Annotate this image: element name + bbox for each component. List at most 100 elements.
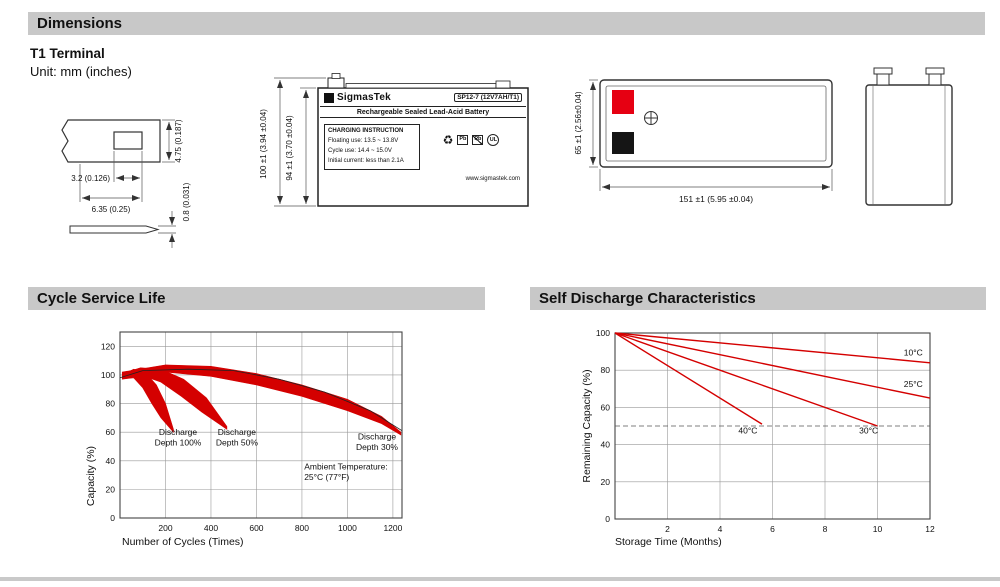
battery-top-view-drawing: 65 ±1 (2.56±0.04) 151 ±1 (5.95 ±0.04) bbox=[574, 79, 833, 204]
ul-certification-icon: UL bbox=[487, 134, 500, 146]
x-tick-label: 1200 bbox=[383, 523, 402, 533]
dim-terminal-thickness: 0.8 (0.031) bbox=[182, 182, 191, 221]
top-view-outline bbox=[599, 79, 833, 168]
cycle-service-life-chart: 0 20 40 60 80 100 120 200 400 600 800 1000 1200 Disch… bbox=[30, 316, 510, 578]
y-tick-label: 40 bbox=[106, 456, 116, 466]
y-tick-label: 20 bbox=[601, 477, 611, 487]
terminal-dimension-lines bbox=[79, 119, 176, 248]
envelope-line bbox=[119, 368, 403, 432]
y-tick-label: 40 bbox=[601, 440, 611, 450]
y-axis-label: Remaining Capacity (%) bbox=[581, 369, 593, 482]
y-axis-label: Capacity (%) bbox=[85, 446, 97, 506]
charging-line-floating: Floating use: 13.5 ~ 13.8V bbox=[328, 137, 399, 144]
model-number: SP12-7 (12V7AH/T1) bbox=[454, 93, 522, 102]
charging-instruction-title: CHARGING INSTRUCTION bbox=[328, 128, 404, 134]
x-tick-label: 800 bbox=[295, 523, 309, 533]
series-label: 10°C bbox=[904, 347, 923, 357]
icons-row: ♻ Pb Pb UL bbox=[420, 134, 522, 146]
battery-label: SigmasTek SP12-7 (12V7AH/T1) Rechargeabl… bbox=[320, 89, 526, 203]
plot-box bbox=[119, 331, 403, 519]
terminal-outline bbox=[61, 119, 161, 234]
series-label: 40°C bbox=[738, 425, 757, 435]
charging-line-initial: Initial current: less than 2.1A bbox=[328, 157, 404, 164]
positive-mark-icon bbox=[644, 111, 658, 125]
x-tick-label: 400 bbox=[204, 523, 218, 533]
chart-annotation: Discharge Depth 100% bbox=[155, 427, 202, 448]
battery-front-view-drawing: 100 ±1 (3.94 ±0.04) 94 ±1 (3.70 ±0.04) bbox=[259, 73, 529, 207]
dim-top-width: 65 ±1 (2.56±0.04) bbox=[574, 91, 583, 154]
recycle-icon: ♻ bbox=[442, 133, 454, 147]
label-body: CHARGING INSTRUCTION Floating use: 13.5 … bbox=[320, 118, 526, 190]
x-axis-label: Number of Cycles (Times) bbox=[122, 536, 244, 548]
x-tick-label: 200 bbox=[158, 523, 172, 533]
top-dimension-labels: 65 ±1 (2.56±0.04) 151 ±1 (5.95 ±0.04) bbox=[574, 91, 753, 204]
chart-annotation: Discharge Depth 50% bbox=[216, 427, 258, 448]
x-tick-label: 8 bbox=[823, 524, 828, 534]
x-tick-label: 600 bbox=[249, 523, 263, 533]
section-header-self-discharge: Self Discharge Characteristics bbox=[530, 287, 986, 310]
sigmastek-logo-icon bbox=[324, 92, 334, 103]
dim-terminal-tab-width: 6.35 (0.25) bbox=[92, 205, 131, 214]
series-line bbox=[614, 332, 763, 425]
battery-type-text: Rechargeable Sealed Lead-Acid Battery bbox=[320, 107, 526, 118]
unit-note: Unit: mm (inches) bbox=[30, 64, 132, 79]
x-tick-label: 10 bbox=[873, 524, 883, 534]
discharge-band bbox=[121, 364, 402, 436]
series-label: 30°C bbox=[859, 425, 878, 435]
terminal-dimension-labels: 4.75 (0.187) 3.2 (0.126) 6.35 (0.25) 0.8… bbox=[71, 119, 191, 221]
positive-terminal bbox=[612, 90, 634, 114]
brand-name: SigmasTek bbox=[337, 92, 391, 103]
dim-top-length: 151 ±1 (5.95 ±0.04) bbox=[679, 194, 753, 204]
front-dimension-labels: 100 ±1 (3.94 ±0.04) 94 ±1 (3.70 ±0.04) bbox=[259, 109, 294, 181]
battery-side-view-drawing bbox=[865, 67, 953, 206]
negative-terminal bbox=[612, 132, 634, 154]
charging-line-cycle: Cycle use: 14.4 ~ 15.0V bbox=[328, 147, 392, 154]
side-view-outline bbox=[865, 67, 953, 206]
dim-terminal-height: 4.75 (0.187) bbox=[174, 119, 183, 162]
charging-instruction-box: CHARGING INSTRUCTION Floating use: 13.5 … bbox=[324, 124, 420, 170]
cycle-service-life-plot: 0 20 40 60 80 100 120 200 400 600 800 1000 1200 Disch… bbox=[85, 331, 403, 548]
series-line bbox=[614, 332, 931, 399]
x-tick-label: 6 bbox=[770, 524, 775, 534]
top-dimension-lines bbox=[589, 79, 833, 191]
section-header-cycle-service-life: Cycle Service Life bbox=[28, 287, 485, 310]
cycle-service-life-content: 0 20 40 60 80 100 120 200 400 600 800 1000 1200 Disch… bbox=[85, 331, 403, 548]
series-line bbox=[614, 332, 878, 427]
chart-annotation: Discharge Depth 30% bbox=[356, 431, 398, 452]
y-tick-label: 120 bbox=[101, 341, 115, 351]
y-tick-label: 0 bbox=[605, 514, 610, 524]
self-discharge-chart: 0 20 40 60 80 100 2 4 6 8 10 12 10°C 25°C 30°C 40°C Stor… bbox=[540, 316, 990, 578]
y-tick-label: 100 bbox=[101, 370, 115, 380]
chart-annotation: Ambient Temperature: 25°C (77°F) bbox=[304, 461, 387, 482]
y-tick-label: 20 bbox=[106, 484, 116, 494]
page-bottom-rule bbox=[0, 577, 1000, 581]
x-tick-label: 2 bbox=[665, 524, 670, 534]
dim-case-height: 94 ±1 (3.70 ±0.04) bbox=[285, 115, 294, 181]
x-axis-label: Storage Time (Months) bbox=[615, 536, 722, 548]
self-discharge-plot: 0 20 40 60 80 100 2 4 6 8 10 12 10°C 25°C 30°C 40°C Stor… bbox=[581, 328, 935, 548]
label-header: SigmasTek SP12-7 (12V7AH/T1) bbox=[320, 89, 526, 107]
pb-icon: Pb bbox=[457, 135, 469, 145]
series-label: 25°C bbox=[904, 379, 923, 389]
y-tick-label: 60 bbox=[601, 402, 611, 412]
y-tick-label: 80 bbox=[106, 399, 116, 409]
dim-terminal-hole-width: 3.2 (0.126) bbox=[71, 174, 110, 183]
self-discharge-content: 0 20 40 60 80 100 2 4 6 8 10 12 10°C 25°C 30°C 40°C Stor… bbox=[581, 328, 935, 548]
y-tick-label: 0 bbox=[110, 513, 115, 523]
terminal-type-label: T1 Terminal bbox=[30, 46, 105, 61]
x-tick-label: 12 bbox=[925, 524, 935, 534]
pb-crossed-icon: Pb bbox=[472, 135, 484, 145]
y-tick-label: 60 bbox=[106, 427, 116, 437]
x-tick-label: 1000 bbox=[338, 523, 357, 533]
y-tick-label: 100 bbox=[596, 328, 610, 338]
website-text: www.sigmastek.com bbox=[465, 176, 520, 182]
battery-case-outline bbox=[317, 73, 529, 207]
x-tick-label: 4 bbox=[718, 524, 723, 534]
section-header-dimensions: Dimensions bbox=[28, 12, 985, 35]
y-tick-label: 80 bbox=[601, 365, 611, 375]
certification-icons: ♻ Pb Pb UL www.sigmastek.com bbox=[420, 124, 522, 190]
terminal-detail-drawing: 4.75 (0.187) 3.2 (0.126) 6.35 (0.25) 0.8… bbox=[61, 119, 191, 248]
series-line bbox=[614, 332, 931, 364]
front-dimension-lines bbox=[274, 77, 326, 207]
